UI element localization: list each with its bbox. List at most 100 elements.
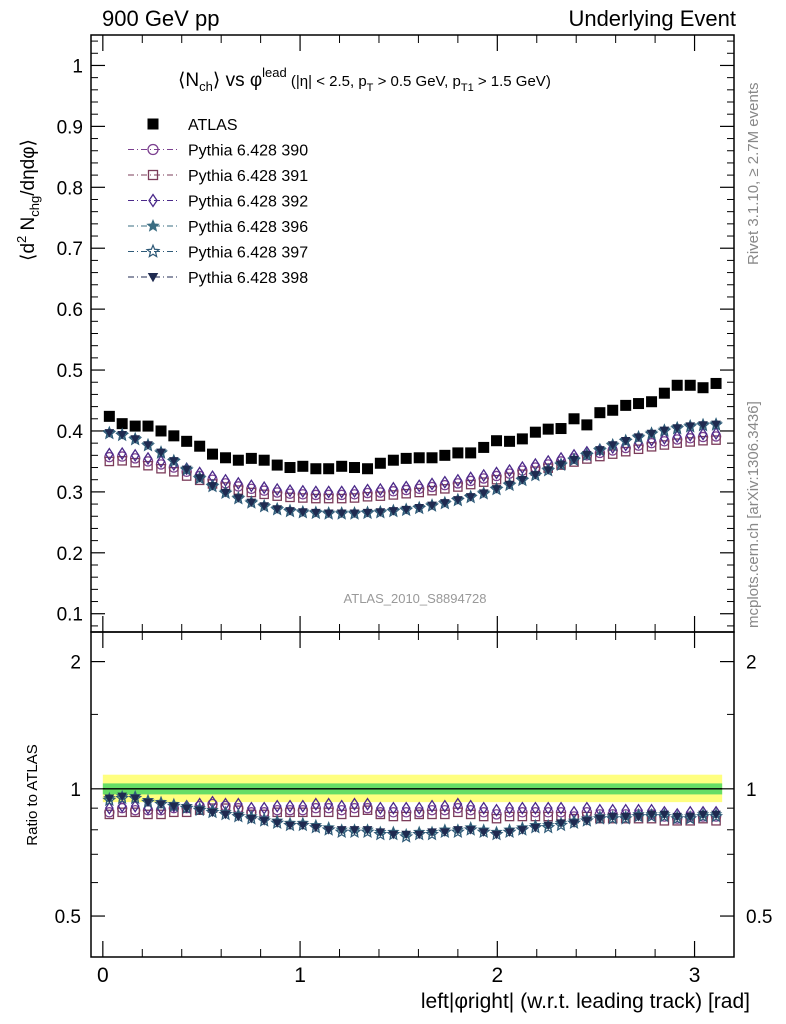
data-point — [556, 460, 566, 470]
data-point — [711, 426, 721, 441]
ratio-data-point — [388, 801, 398, 815]
ratio-data-point — [659, 810, 670, 820]
data-point — [607, 449, 618, 459]
ratio-data-point — [363, 797, 372, 811]
data-point — [582, 451, 592, 460]
data-point — [349, 493, 360, 503]
ratio-data-point — [466, 799, 476, 813]
data-point — [324, 485, 334, 499]
ratio-data-point — [595, 814, 605, 824]
data-point — [246, 498, 257, 508]
data-point — [272, 491, 282, 501]
ratio-data-point — [711, 810, 721, 820]
legend-marker — [147, 273, 159, 283]
data-point — [271, 459, 283, 471]
data-point — [117, 456, 127, 466]
ratio-uncertainty-band — [102, 774, 723, 803]
data-point — [285, 483, 295, 498]
data-point — [659, 431, 669, 445]
data-point — [349, 462, 361, 474]
y-tick-label: 0.4 — [57, 422, 84, 443]
data-point — [130, 448, 140, 463]
ratio-data-point — [388, 830, 399, 840]
legend-entry: Pythia 6.428 391 — [128, 168, 308, 185]
data-point — [401, 480, 411, 494]
ratio-y-tick-label: 0.5 — [55, 907, 81, 928]
ratio-data-point — [360, 824, 375, 839]
data-point — [350, 484, 359, 498]
watermark-label: ATLAS_2010_S8894728 — [344, 591, 487, 606]
main-data-series — [102, 377, 724, 520]
data-point — [298, 508, 308, 517]
ratio-data-point — [492, 803, 501, 817]
ratio-data-point — [362, 826, 373, 835]
ratio-data-point — [646, 810, 657, 820]
ratio-y-tick-label-right: 1 — [746, 780, 757, 801]
data-point — [362, 508, 373, 518]
data-point — [685, 422, 696, 431]
data-point — [362, 463, 374, 475]
data-point — [142, 420, 154, 432]
data-point — [711, 435, 721, 445]
ratio-data-point — [169, 802, 179, 811]
legend-marker — [146, 218, 160, 232]
data-point — [245, 452, 257, 464]
data-point — [646, 396, 658, 408]
data-point — [220, 488, 231, 498]
ratio-data-point — [336, 826, 347, 835]
data-point — [181, 435, 193, 447]
ratio-data-point — [285, 799, 295, 813]
ratio-data-point — [427, 809, 437, 820]
ratio-data-point — [233, 812, 244, 822]
ratio-axis-ticks: 0.5 0.5 1 1 2 2 0 1 2 3 — [55, 632, 772, 987]
ratio-data-point — [401, 830, 412, 840]
data-point — [298, 484, 308, 498]
y-tick-label: 0.9 — [57, 117, 83, 138]
data-point — [143, 441, 153, 450]
data-point — [400, 452, 412, 464]
y-tick-label: 0.1 — [57, 605, 83, 626]
data-point — [155, 425, 167, 437]
data-point — [206, 448, 218, 460]
ratio-series-pythia-6-428-391 — [104, 803, 721, 826]
data-point — [284, 462, 296, 474]
ratio-data-point — [530, 801, 540, 815]
data-point — [658, 387, 670, 399]
ratio-data-point — [104, 794, 115, 804]
ratio-data-point — [440, 828, 450, 837]
data-point — [414, 504, 425, 513]
data-point — [633, 444, 644, 455]
series-pythia-6-428-398 — [104, 420, 721, 519]
data-point — [672, 424, 683, 433]
data-point — [129, 420, 141, 432]
data-point — [310, 463, 322, 475]
data-point — [555, 423, 567, 435]
data-point — [413, 452, 425, 464]
ratio-data-point — [453, 826, 463, 835]
data-point — [104, 456, 115, 467]
ratio-data-point — [504, 828, 515, 837]
ratio-data-point — [517, 826, 528, 835]
ratio-frame — [90, 631, 735, 958]
data-point — [698, 435, 708, 446]
ratio-data-point — [285, 821, 295, 831]
ratio-data-point — [334, 824, 349, 839]
ratio-data-point — [440, 809, 450, 820]
ratio-data-point — [543, 801, 553, 815]
data-point — [375, 491, 386, 501]
data-point — [633, 433, 644, 442]
data-point — [492, 466, 501, 480]
y-tick-label: 0.2 — [57, 544, 83, 565]
data-point — [697, 382, 709, 394]
ratio-series-pythia-6-428-398 — [104, 792, 721, 840]
ratio-data-point — [337, 799, 347, 813]
ratio-data-point — [504, 811, 515, 822]
data-point — [311, 493, 321, 504]
data-point — [478, 489, 489, 498]
legend-marker — [147, 118, 159, 130]
data-point — [401, 488, 411, 499]
main-y-axis-label: ⟨d2 Nchg/dηdφ⟩ — [14, 139, 42, 261]
ratio-y-tick-label-right: 0.5 — [746, 907, 772, 928]
ratio-data-point — [156, 809, 166, 820]
legend-entry: Pythia 6.428 398 — [128, 270, 308, 287]
